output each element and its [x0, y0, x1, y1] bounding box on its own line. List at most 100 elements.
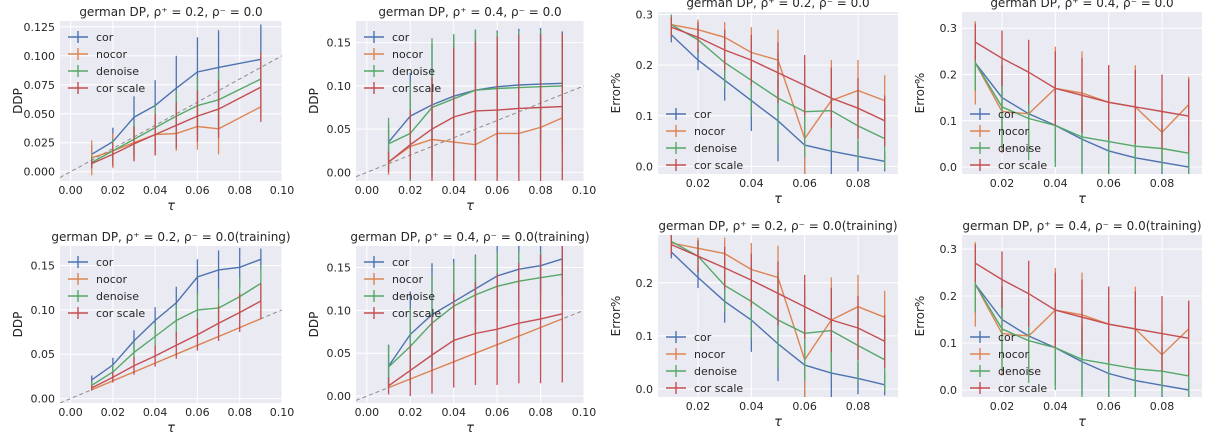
legend-label-cor-scale: cor scale — [694, 159, 743, 172]
legend-label-cor-scale: cor scale — [998, 382, 1047, 395]
legend-label-cor-scale: cor scale — [392, 82, 441, 95]
chart-title: german DP, ρ⁺ = 0.4, ρ⁻ = 0.0(training) — [350, 230, 589, 244]
legend-label-nocor: nocor — [694, 348, 725, 361]
chart-panel-8: 0.02 0.04 0.06 0.08 0.0 0.1 0.2 0.3 cor nocor deno… — [913, 219, 1202, 430]
legend-label-cor: cor — [694, 331, 712, 344]
chart-title: german DP, ρ⁺ = 0.4, ρ⁻ = 0.0 — [378, 5, 561, 19]
legend-label-nocor: nocor — [392, 48, 423, 61]
y-tick-label: 0.100 — [24, 50, 56, 63]
legend-label-nocor: nocor — [392, 273, 423, 286]
x-tick-label: 0.00 — [355, 184, 380, 197]
legend-label-denoise: denoise — [998, 365, 1041, 378]
legend-label-denoise: denoise — [392, 65, 435, 78]
y-axis-label: DDP — [11, 312, 25, 338]
y-tick-label: 0.1 — [636, 330, 654, 343]
legend-label-denoise: denoise — [96, 65, 139, 78]
x-tick-label: 0.06 — [485, 184, 510, 197]
x-axis-label: τ — [774, 415, 782, 430]
chart-title: german DP, ρ⁺ = 0.2, ρ⁻ = 0.0(training) — [658, 219, 897, 233]
y-axis-label: DDP — [307, 312, 321, 338]
series-cor-scale — [91, 52, 262, 169]
x-tick-label: 0.02 — [990, 400, 1015, 413]
legend-label-nocor: nocor — [998, 348, 1029, 361]
x-axis-label: τ — [1078, 192, 1086, 207]
y-axis-label: DDP — [307, 88, 321, 114]
y-tick-label: 0.00 — [327, 166, 352, 179]
y-tick-label: 0.10 — [327, 80, 352, 93]
y-axis-label: DDP — [11, 88, 25, 114]
y-tick-label: 0.00 — [31, 393, 56, 406]
y-tick-label: 0.0 — [940, 161, 958, 174]
y-tick-label: 0.15 — [327, 261, 352, 274]
data-layer — [670, 235, 886, 397]
x-tick-label: 0.10 — [572, 406, 597, 419]
y-tick-label: 0.05 — [327, 347, 352, 360]
reference-diagonal-line — [60, 55, 282, 178]
y-tick-label: 0.10 — [327, 304, 352, 317]
legend: cor nocor denoise cor scale — [364, 31, 441, 95]
y-tick-label: 0.15 — [31, 260, 56, 273]
chart-title: german DP, ρ⁺ = 0.2, ρ⁻ = 0.0(training) — [51, 230, 290, 244]
series-line-cor — [91, 58, 262, 155]
y-axis-label: Error% — [913, 296, 927, 337]
plot-area — [356, 21, 584, 181]
y-tick-label: 0.0 — [940, 384, 958, 397]
data-layer — [356, 246, 584, 401]
legend-label-nocor: nocor — [694, 125, 725, 138]
x-tick-label: 0.02 — [398, 406, 423, 419]
x-tick-label: 0.08 — [846, 400, 871, 413]
y-tick-label: 0.3 — [636, 9, 654, 22]
y-tick-label: 0.00 — [327, 390, 352, 403]
x-tick-label: 0.08 — [528, 184, 553, 197]
chart-panel-1: 0.00 0.02 0.04 0.06 0.08 0.10 0.000 0.025 0.050 0… — [11, 5, 294, 214]
x-axis-label: τ — [1078, 415, 1086, 430]
legend-label-cor-scale: cor scale — [96, 307, 145, 320]
legend-label-denoise: denoise — [998, 142, 1041, 155]
x-tick-label: 0.00 — [58, 184, 83, 197]
chart-title: german DP, ρ⁺ = 0.4, ρ⁻ = 0.0(training) — [962, 219, 1201, 233]
x-tick-label: 0.04 — [441, 406, 466, 419]
x-tick-label: 0.06 — [185, 406, 210, 419]
legend: cor nocor denoise cor scale — [666, 108, 743, 172]
chart-panel-6: 0.00 0.02 0.04 0.06 0.08 0.10 0.00 0.05 0.10 0.15… — [307, 230, 596, 434]
legend-label-denoise: denoise — [694, 365, 737, 378]
data-layer — [60, 247, 282, 403]
x-tick-label: 0.06 — [1096, 400, 1121, 413]
legend-label-cor: cor — [392, 31, 410, 44]
x-tick-label: 0.02 — [990, 177, 1015, 190]
x-tick-label: 0.08 — [1150, 400, 1175, 413]
legend-label-denoise: denoise — [392, 290, 435, 303]
legend-label-cor-scale: cor scale — [694, 382, 743, 395]
chart-panel-2: 0.00 0.02 0.04 0.06 0.08 0.10 0.00 0.05 0.10 0.15… — [307, 5, 596, 214]
chart-title: german DP, ρ⁺ = 0.2, ρ⁻ = 0.0 — [686, 0, 869, 10]
plot-area — [356, 246, 584, 403]
y-tick-label: 0.025 — [24, 137, 56, 150]
series-cor-scale — [91, 283, 262, 391]
x-tick-label: 0.10 — [270, 184, 295, 197]
y-tick-label: 0.1 — [940, 115, 958, 128]
data-layer — [974, 242, 1190, 397]
legend: cor nocor denoise cor scale — [970, 331, 1047, 395]
x-tick-label: 0.02 — [686, 400, 711, 413]
legend: cor nocor denoise cor scale — [364, 256, 441, 320]
data-layer — [670, 14, 886, 174]
y-tick-label: 0.2 — [940, 68, 958, 81]
y-tick-label: 0.1 — [636, 110, 654, 123]
legend-label-cor: cor — [96, 256, 114, 269]
legend-label-cor-scale: cor scale — [392, 307, 441, 320]
series-cor-scale — [974, 244, 1190, 376]
x-tick-label: 0.00 — [355, 406, 380, 419]
x-tick-label: 0.04 — [739, 177, 764, 190]
chart-title: german DP, ρ⁺ = 0.4, ρ⁻ = 0.0 — [990, 0, 1173, 10]
x-tick-label: 0.06 — [185, 184, 210, 197]
legend-label-cor: cor — [998, 331, 1016, 344]
x-tick-label: 0.08 — [227, 406, 252, 419]
series-cor-scale — [974, 23, 1190, 154]
legend: cor nocor denoise cor scale — [666, 331, 743, 395]
x-axis-label: τ — [774, 192, 782, 207]
series-cor-scale — [387, 246, 563, 397]
x-tick-label: 0.08 — [846, 177, 871, 190]
series-cor-scale — [670, 235, 886, 368]
x-axis-label: τ — [167, 421, 175, 434]
